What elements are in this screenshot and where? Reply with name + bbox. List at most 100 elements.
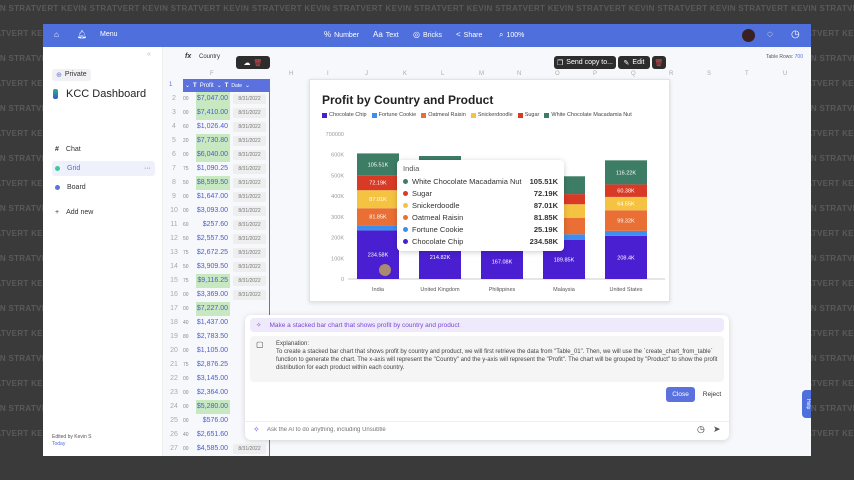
cell-date[interactable]: 8/31/2022 xyxy=(233,234,266,244)
table-row[interactable]: 4 60 $1,026.40 8/31/2022 xyxy=(163,120,269,134)
table-row[interactable]: 2 00 $7,047.00 8/31/2022 xyxy=(163,92,269,106)
workspace-badge[interactable]: ⊕ Private xyxy=(52,69,91,81)
cell-date[interactable]: 8/31/2022 xyxy=(233,94,266,104)
cloud-upload-icon[interactable]: ☁ xyxy=(243,59,251,67)
column-letter[interactable]: H xyxy=(289,71,294,77)
cell-profit[interactable]: $257.60 xyxy=(202,221,228,228)
cell-profit[interactable]: $6,040.00 xyxy=(196,148,230,162)
table-row[interactable]: 26 40 $2,651.60 xyxy=(163,428,269,442)
notifications-button[interactable]: 🔔︎ xyxy=(77,31,87,39)
table-row[interactable]: 7 75 $1,090.25 8/31/2022 xyxy=(163,162,269,176)
cell-date[interactable]: 8/31/2022 xyxy=(233,192,266,202)
cell-partial[interactable]: 75 xyxy=(183,278,189,284)
sidebar-item-chat[interactable]: # Chat xyxy=(52,142,155,157)
chevron-down-icon[interactable]: ⌄ xyxy=(185,83,191,89)
legend-item[interactable]: Snickerdoodle xyxy=(470,112,513,118)
cell-date[interactable]: 8/31/2022 xyxy=(233,290,266,300)
cell-partial[interactable]: 00 xyxy=(183,152,189,158)
cell-profit[interactable]: $3,145.00 xyxy=(196,375,228,382)
table-row[interactable]: 5 20 $7,730.80 8/31/2022 xyxy=(163,134,269,148)
trash-icon[interactable]: 🗑︎ xyxy=(253,59,263,67)
sidebar-item-board[interactable]: Board xyxy=(52,180,155,195)
table-row[interactable]: 8 50 $8,599.50 8/31/2022 xyxy=(163,176,269,190)
cell-profit[interactable]: $9,116.25 xyxy=(196,274,230,288)
cell-partial[interactable]: 50 xyxy=(183,180,189,186)
collapse-sidebar-icon[interactable]: « xyxy=(147,51,151,58)
cell-partial[interactable]: 00 xyxy=(183,194,189,200)
cell-profit[interactable]: $2,557.50 xyxy=(196,235,228,242)
cell-profit[interactable]: $576.00 xyxy=(202,417,228,424)
cell-profit[interactable]: $3,909.50 xyxy=(196,263,228,270)
cell-profit[interactable]: $2,672.25 xyxy=(196,249,228,256)
table-row[interactable]: 24 00 $5,280.00 xyxy=(163,400,269,414)
edit-chart-button[interactable]: ✎ Edit xyxy=(618,56,650,69)
table-row[interactable]: 27 00 $4,585.00 8/31/2022 xyxy=(163,442,269,456)
table-row[interactable]: 22 00 $3,145.00 xyxy=(163,372,269,386)
cell-profit[interactable]: $1,090.25 xyxy=(196,165,228,172)
cell-partial[interactable]: 60 xyxy=(183,222,189,228)
cell-date[interactable]: 8/31/2022 xyxy=(233,262,266,272)
table-row[interactable]: 14 50 $3,909.50 8/31/2022 xyxy=(163,260,269,274)
cell-partial[interactable]: 40 xyxy=(183,320,189,326)
cell-profit[interactable]: $1,105.00 xyxy=(196,347,228,354)
cell-date[interactable]: 8/31/2022 xyxy=(233,122,266,132)
column-header-profit[interactable]: Profit xyxy=(199,82,214,89)
more-icon[interactable]: ··· xyxy=(144,165,151,172)
column-letter[interactable]: R xyxy=(669,71,674,77)
cell-partial[interactable]: 50 xyxy=(183,264,189,270)
cell-partial[interactable]: 00 xyxy=(183,390,189,396)
cell-date[interactable]: 8/31/2022 xyxy=(233,248,266,258)
legend-item[interactable]: Sugar xyxy=(517,112,539,118)
cell-profit[interactable]: $1,647.00 xyxy=(196,193,228,200)
cell-date[interactable]: 8/31/2022 xyxy=(233,276,266,286)
table-row[interactable]: 6 00 $6,040.00 8/31/2022 xyxy=(163,148,269,162)
cell-partial[interactable]: 00 xyxy=(183,376,189,382)
table-row[interactable]: 13 75 $2,672.25 8/31/2022 xyxy=(163,246,269,260)
bricks-button[interactable]: ◎ Bricks xyxy=(413,31,442,39)
cell-profit[interactable]: $7,047.00 xyxy=(196,92,230,106)
zoom-button[interactable]: ⌕ 100% xyxy=(499,31,524,39)
column-letter[interactable]: N xyxy=(517,71,522,77)
cell-profit[interactable]: $8,599.50 xyxy=(196,176,230,190)
home-button[interactable]: ⌂ xyxy=(54,31,59,39)
cell-profit[interactable]: $7,227.00 xyxy=(196,302,230,316)
column-header-date[interactable]: Date xyxy=(231,82,242,89)
table-row[interactable]: 15 75 $9,116.25 8/31/2022 xyxy=(163,274,269,288)
cell-partial[interactable]: 00 xyxy=(183,110,189,116)
clock-icon[interactable]: ◷ xyxy=(697,424,705,434)
text-format-button[interactable]: Aa Text xyxy=(373,31,399,39)
cell-profit[interactable]: $7,730.80 xyxy=(196,134,230,148)
formula-bar[interactable]: Country xyxy=(199,54,221,60)
reject-button[interactable]: Reject xyxy=(702,391,722,398)
send-copy-button[interactable]: ❐ Send copy to... xyxy=(554,56,616,69)
cell-profit[interactable]: $4,585.00 xyxy=(196,445,228,452)
legend-item[interactable]: White Chocolate Macadamia Nut xyxy=(544,112,632,118)
cell-profit[interactable]: $3,093.00 xyxy=(196,207,228,214)
cell-partial[interactable]: 75 xyxy=(183,362,189,368)
chevron-down-icon[interactable]: ⌄ xyxy=(216,83,222,89)
chevron-down-icon[interactable]: ⌄ xyxy=(244,83,251,89)
table-row[interactable]: 18 40 $1,437.00 xyxy=(163,316,269,330)
column-letter[interactable]: J xyxy=(365,71,368,77)
column-letter[interactable]: T xyxy=(745,71,749,77)
cell-partial[interactable]: 00 xyxy=(183,208,189,214)
history-button[interactable]: ◷ xyxy=(791,29,800,40)
sidebar-item-grid[interactable]: Grid ··· xyxy=(52,161,155,176)
legend-item[interactable]: Oatmeal Raisin xyxy=(421,112,466,118)
table-row[interactable]: 11 60 $257.60 8/31/2022 xyxy=(163,218,269,232)
number-format-button[interactable]: % Number xyxy=(324,31,359,39)
cell-date[interactable]: 8/31/2022 xyxy=(233,444,266,454)
cell-profit[interactable]: $2,364.00 xyxy=(196,389,228,396)
cell-date[interactable]: 8/31/2022 xyxy=(233,150,266,160)
delete-chart-button[interactable]: 🗑︎ xyxy=(652,56,666,69)
cell-partial[interactable]: 00 xyxy=(183,348,189,354)
ai-input[interactable] xyxy=(267,424,687,436)
column-letter[interactable]: M xyxy=(479,71,484,77)
table-row[interactable]: 10 00 $3,093.00 8/31/2022 xyxy=(163,204,269,218)
cell-partial[interactable]: 75 xyxy=(183,250,189,256)
menu-button[interactable]: Menu xyxy=(100,31,118,38)
column-letter[interactable]: F xyxy=(210,71,214,77)
table-row[interactable]: 20 00 $1,105.00 xyxy=(163,344,269,358)
cell-partial[interactable]: 00 xyxy=(183,418,189,424)
cell-profit[interactable]: $2,783.50 xyxy=(196,333,228,340)
